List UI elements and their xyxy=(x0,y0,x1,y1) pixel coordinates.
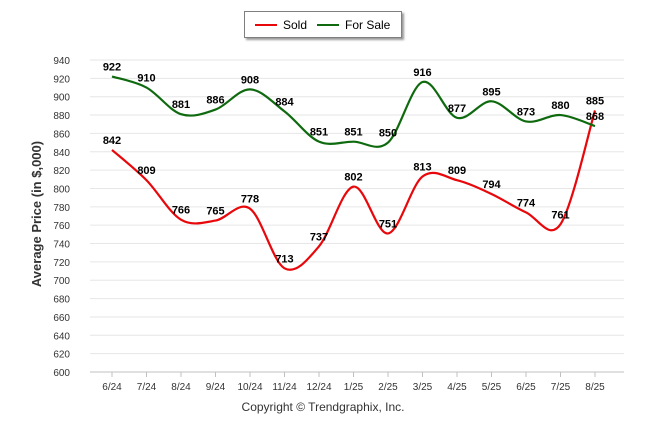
data-label-for-sale: 908 xyxy=(241,74,259,86)
series-layer xyxy=(111,75,597,271)
data-label-sold: 774 xyxy=(517,197,536,209)
y-tick-label: 900 xyxy=(53,93,70,104)
y-tick-label: 600 xyxy=(53,368,70,379)
data-label-for-sale: 850 xyxy=(379,128,397,140)
legend: Sold For Sale xyxy=(244,11,402,38)
data-label-sold: 842 xyxy=(103,135,121,147)
x-tick-label: 8/25 xyxy=(585,382,605,393)
data-label-sold: 802 xyxy=(344,172,362,184)
legend-label-for-sale: For Sale xyxy=(345,18,391,32)
y-tick-label: 660 xyxy=(53,313,70,324)
x-tick-label: 7/24 xyxy=(137,382,157,393)
y-tick-label: 620 xyxy=(53,350,70,361)
y-axis-ticks: 600 620 640 660 680 700 720 740 760 780 800 820 840 8… xyxy=(53,56,70,379)
x-tick-label: 10/24 xyxy=(237,382,262,393)
data-label-sold: 765 xyxy=(206,206,224,218)
y-tick-label: 880 xyxy=(53,111,70,122)
data-label-for-sale: 868 xyxy=(586,111,604,123)
x-tick-label: 7/25 xyxy=(551,382,571,393)
data-label-sold: 885 xyxy=(586,95,604,107)
data-label-sold: 737 xyxy=(310,231,328,243)
y-tick-label: 780 xyxy=(53,203,70,214)
x-tick-label: 4/25 xyxy=(447,382,467,393)
y-tick-label: 920 xyxy=(53,74,70,85)
y-tick-label: 860 xyxy=(53,129,70,140)
y-tick-label: 640 xyxy=(53,331,70,342)
legend-swatch-sold xyxy=(255,24,277,26)
legend-swatch-for-sale xyxy=(317,24,339,26)
legend-item-for-sale[interactable]: For Sale xyxy=(317,18,390,32)
y-tick-label: 760 xyxy=(53,221,70,232)
y-tick-label: 820 xyxy=(53,166,70,177)
legend-item-sold[interactable]: Sold xyxy=(255,18,307,32)
data-label-for-sale: 884 xyxy=(275,96,294,108)
data-label-for-sale: 873 xyxy=(517,106,535,118)
data-label-for-sale: 916 xyxy=(413,67,431,79)
data-label-for-sale: 910 xyxy=(137,73,155,85)
data-label-sold: 809 xyxy=(448,165,466,177)
data-label-for-sale: 851 xyxy=(344,127,362,139)
legend-label-sold: Sold xyxy=(283,18,308,32)
y-tick-label: 720 xyxy=(53,258,70,269)
y-tick-label: 840 xyxy=(53,148,70,159)
x-axis-ticks: 6/24 7/24 8/24 9/24 10/24 11/24 12/24 1/25 2/25 3… xyxy=(102,372,605,393)
x-tick-label: 6/24 xyxy=(102,382,122,393)
x-tick-label: 11/24 xyxy=(272,382,297,393)
data-label-sold: 778 xyxy=(241,194,259,206)
data-label-for-sale: 880 xyxy=(551,100,569,112)
copyright-footer: Copyright © Trendgraphix, Inc. xyxy=(241,400,405,414)
data-label-sold: 794 xyxy=(482,179,501,191)
data-labels: 842 809 766 765 778 713 737 802 751 813 809 794 774 7… xyxy=(103,62,604,266)
data-label-sold: 761 xyxy=(551,209,569,221)
y-tick-label: 740 xyxy=(53,240,70,251)
data-label-sold: 809 xyxy=(137,165,155,177)
y-axis-label: Average Price (in $,000) xyxy=(29,141,44,287)
data-label-sold: 766 xyxy=(172,205,190,217)
series-line-sold xyxy=(111,110,597,271)
x-tick-label: 12/24 xyxy=(306,382,331,393)
x-tick-label: 9/24 xyxy=(206,382,226,393)
data-label-for-sale: 886 xyxy=(206,95,224,107)
x-tick-label: 6/25 xyxy=(516,382,536,393)
x-tick-label: 2/25 xyxy=(378,382,398,393)
y-tick-label: 700 xyxy=(53,276,70,287)
data-label-for-sale: 877 xyxy=(448,103,466,115)
data-label-for-sale: 881 xyxy=(172,99,190,111)
x-tick-label: 1/25 xyxy=(344,382,364,393)
data-label-sold: 751 xyxy=(379,218,397,230)
data-label-for-sale: 895 xyxy=(482,86,500,98)
y-tick-label: 680 xyxy=(53,295,70,306)
x-tick-label: 8/24 xyxy=(171,382,191,393)
series-line-for-sale xyxy=(111,75,596,148)
y-tick-label: 800 xyxy=(53,184,70,195)
grid-lines xyxy=(90,59,624,373)
data-label-sold: 713 xyxy=(275,253,293,265)
data-label-for-sale: 851 xyxy=(310,127,328,139)
x-tick-label: 5/25 xyxy=(482,382,502,393)
y-tick-label: 940 xyxy=(53,56,70,67)
x-tick-label: 3/25 xyxy=(413,382,433,393)
data-label-for-sale: 922 xyxy=(103,62,121,74)
data-label-sold: 813 xyxy=(413,162,431,174)
